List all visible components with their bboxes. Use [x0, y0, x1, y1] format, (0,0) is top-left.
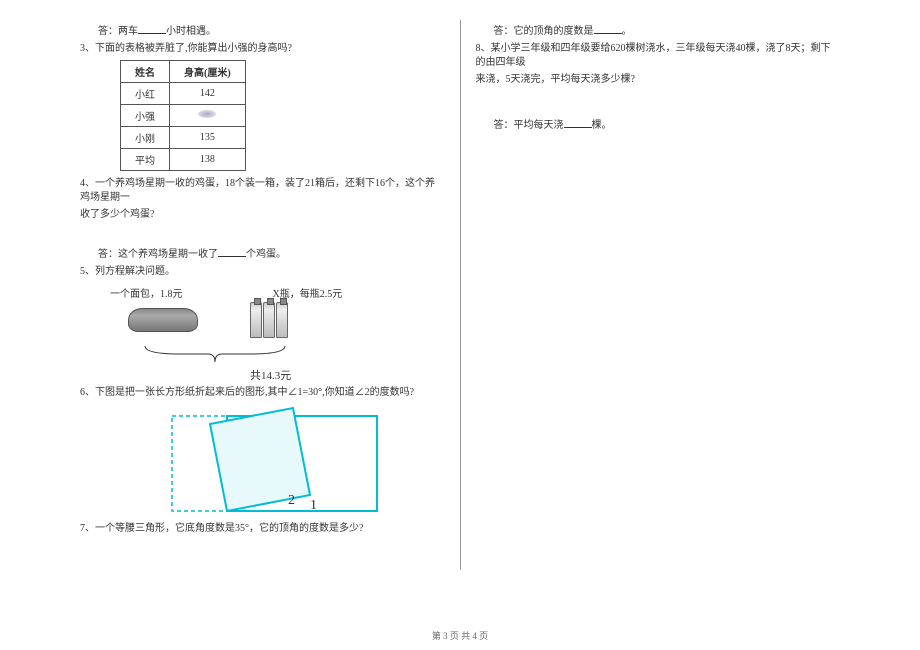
- q4-line1: 4、一个养鸡场星期一收的鸡蛋，18个装一箱，装了21箱后，还剩下16个，这个养鸡…: [80, 177, 445, 205]
- fold-figure: 2 1: [170, 406, 380, 516]
- q4-answer: 答：这个养鸡场星期一收了个鸡蛋。: [80, 246, 445, 262]
- q5-figure: [120, 302, 380, 372]
- table-header-row: 姓名 身高(厘米): [121, 61, 246, 83]
- q8-line1: 8、某小学三年级和四年级要给620棵树浇水，三年级每天浇40棵，浇了8天；剩下的…: [476, 42, 841, 70]
- q2-answer: 答：两车小时相遇。: [80, 23, 445, 39]
- th-name: 姓名: [121, 61, 170, 83]
- cell-name: 小红: [121, 83, 170, 105]
- left-column: 答：两车小时相遇。 3、下面的表格被弄脏了,你能算出小强的身高吗? 姓名 身高(…: [80, 20, 461, 570]
- q7-answer: 答：它的顶角的度数是。: [476, 23, 841, 39]
- right-column: 答：它的顶角的度数是。 8、某小学三年级和四年级要给620棵树浇水，三年级每天浇…: [461, 20, 841, 570]
- cell-name: 小刚: [121, 127, 170, 149]
- table-row: 平均 138: [121, 149, 246, 171]
- bread-icon: [128, 308, 198, 338]
- table-row: 小红 142: [121, 83, 246, 105]
- q3-text: 3、下面的表格被弄脏了,你能算出小强的身高吗?: [80, 42, 445, 56]
- cell-name: 平均: [121, 149, 170, 171]
- angle-2-label: 2: [288, 493, 295, 508]
- cell-height: 138: [170, 149, 246, 171]
- cell-height: 135: [170, 127, 246, 149]
- page-footer: 第 3 页 共 4 页: [0, 629, 920, 642]
- smudge-icon: [198, 110, 216, 118]
- cell-name: 小强: [121, 105, 170, 127]
- worksheet-page: 答：两车小时相遇。 3、下面的表格被弄脏了,你能算出小强的身高吗? 姓名 身高(…: [0, 0, 920, 600]
- cell-height: 142: [170, 83, 246, 105]
- angle-1-label: 1: [310, 498, 317, 513]
- q8-line2: 来浇，5天浇完，平均每天浇多少棵?: [476, 73, 841, 87]
- bread-label: 一个面包，1.8元: [110, 285, 183, 300]
- brace-icon: [140, 344, 290, 364]
- table-row: 小强: [121, 105, 246, 127]
- q4-line2: 收了多少个鸡蛋?: [80, 208, 445, 222]
- q6-text: 6、下图是把一张长方形纸折起来后的图形,其中∠1=30°,你知道∠2的度数吗?: [80, 386, 445, 400]
- height-table: 姓名 身高(厘米) 小红 142 小强 小刚 135 平均 138: [120, 60, 246, 171]
- q8-answer: 答：平均每天浇棵。: [476, 117, 841, 133]
- bottles-icon: [250, 302, 288, 338]
- q5-text: 5、列方程解决问题。: [80, 265, 445, 279]
- q7-text: 7、一个等腰三角形，它底角度数是35°，它的顶角的度数是多少?: [80, 522, 445, 536]
- th-height: 身高(厘米): [170, 61, 246, 83]
- cell-smudge: [170, 105, 246, 127]
- table-row: 小刚 135: [121, 127, 246, 149]
- q5-labels: 一个面包，1.8元 X瓶，每瓶2.5元: [110, 285, 445, 300]
